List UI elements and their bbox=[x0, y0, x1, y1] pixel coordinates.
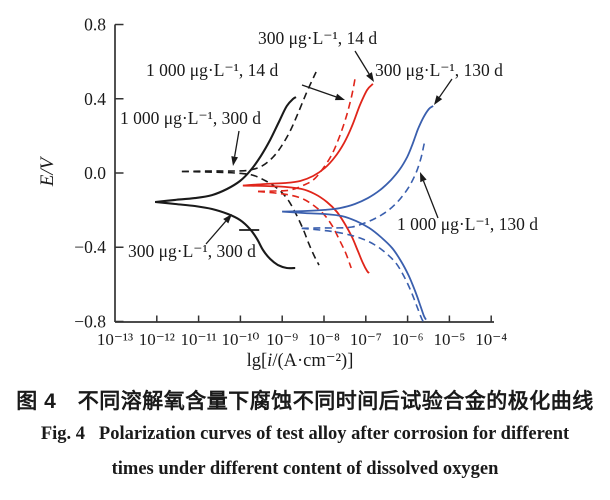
plot-svg: 0.8 0.4 0.0 −0.4 −0.810⁻¹³ 10⁻¹² 10⁻¹¹ 10⁻¹⁰ 10⁻… bbox=[74, 15, 507, 349]
curve-annotation-1: 300 μg·L⁻¹, 14 d bbox=[258, 28, 378, 48]
annotation-arrowhead bbox=[420, 172, 427, 183]
y-tick-label: 0.0 bbox=[84, 163, 106, 183]
x-axis-prefix: lg[ bbox=[246, 351, 268, 371]
x-tick-label: 10⁻⁸ bbox=[308, 330, 340, 349]
polarization-curve-4-cathodic bbox=[257, 190, 352, 269]
caption-chinese: 图 4 不同溶解氧含量下腐蚀不同时间后试验合金的极化曲线 bbox=[16, 390, 594, 413]
y-axis-variable: E bbox=[37, 174, 58, 187]
annotation-arrow-line bbox=[205, 220, 227, 245]
y-tick-label: 0.8 bbox=[84, 15, 106, 35]
y-tick-label: −0.4 bbox=[74, 237, 106, 257]
x-tick-label: 10⁻¹¹ bbox=[181, 330, 217, 349]
x-tick-label: 10⁻⁴ bbox=[475, 330, 507, 349]
annotation-arrowhead bbox=[434, 95, 443, 105]
y-axis-title: E/V bbox=[37, 158, 59, 187]
curve-annotation-4: 1 000 μg·L⁻¹, 300 d bbox=[120, 108, 262, 128]
polarization-curve-3-cathodic bbox=[242, 184, 370, 274]
polarization-curve-2-anodic bbox=[181, 71, 317, 173]
y-axis-unit: /V bbox=[37, 157, 58, 175]
polarization-curve-1-anodic bbox=[154, 96, 297, 204]
x-axis-title: lg[i/(A·cm⁻²)] bbox=[247, 350, 354, 372]
polarization-curve-5-anodic bbox=[282, 105, 434, 213]
caption-english-line2: times under different content of dissolv… bbox=[111, 459, 499, 479]
annotation-arrow-line bbox=[354, 50, 370, 75]
annotation-arrow-line bbox=[233, 130, 240, 157]
curve-annotation-2: 1 000 μg·L⁻¹, 14 d bbox=[146, 60, 279, 80]
x-tick-label: 10⁻⁹ bbox=[266, 330, 298, 349]
annotation-arrow-line bbox=[422, 180, 439, 219]
annotation-arrow-line bbox=[438, 78, 453, 98]
caption-english-line1: Fig. 4 Polarization curves of test alloy… bbox=[40, 424, 570, 444]
y-tick-label: −0.8 bbox=[74, 311, 106, 331]
y-tick-label: 0.4 bbox=[84, 89, 106, 109]
x-axis-variable: i bbox=[267, 351, 273, 371]
polarization-curve-6-cathodic bbox=[301, 227, 424, 322]
curve-annotation-6: 1 000 μg·L⁻¹, 130 d bbox=[397, 214, 539, 234]
x-tick-label: 10⁻¹³ bbox=[97, 330, 133, 349]
polarization-curve-5-cathodic bbox=[282, 210, 427, 321]
x-tick-label: 10⁻¹² bbox=[139, 330, 175, 349]
x-tick-label: 10⁻⁵ bbox=[433, 330, 465, 349]
annotation-arrowhead bbox=[231, 156, 238, 166]
polarization-curve-4-anodic bbox=[257, 79, 356, 193]
polarization-curve-6-anodic bbox=[301, 139, 426, 230]
polarization-curve-3-anodic bbox=[242, 83, 374, 187]
x-tick-label: 10⁻⁶ bbox=[392, 330, 424, 349]
x-tick-label: 10⁻⁷ bbox=[350, 330, 382, 349]
x-tick-label: 10⁻¹⁰ bbox=[221, 330, 259, 349]
annotation-arrowhead bbox=[223, 214, 232, 224]
annotation-arrowhead bbox=[334, 93, 345, 101]
polarization-plot: 0.8 0.4 0.0 −0.4 −0.8 10⁻¹³ 10⁻¹² 10⁻¹¹ 10⁻¹⁰ 10⁻… bbox=[37, 15, 539, 372]
x-axis-unit: /(A·cm⁻²)] bbox=[272, 351, 354, 371]
annotation-arrow-line bbox=[301, 84, 337, 98]
curve-annotation-5: 300 μg·L⁻¹, 300 d bbox=[128, 241, 256, 261]
annotation-arrowhead bbox=[366, 72, 374, 82]
curve-annotation-3: 300 μg·L⁻¹, 130 d bbox=[375, 60, 503, 80]
